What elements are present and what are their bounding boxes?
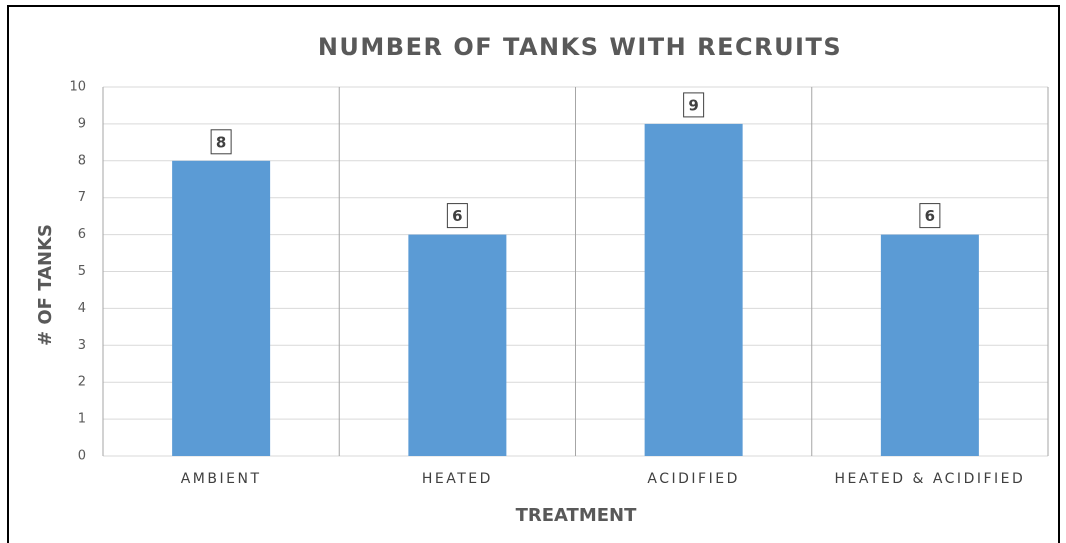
bar [408, 234, 507, 456]
y-tick-label: 5 [78, 264, 86, 279]
y-axis-label: # OF TANKS [35, 224, 56, 346]
data-label-box [210, 129, 232, 155]
y-tick-label: 3 [78, 338, 86, 353]
frame [7, 5, 1060, 543]
x-tick-label: AMBIENT [181, 471, 262, 487]
data-label: 6 [925, 207, 935, 225]
x-tick-label: HEATED & ACIDIFIED [834, 471, 1025, 487]
y-tick-label: 7 [78, 190, 86, 205]
data-label: 9 [688, 96, 698, 114]
y-tick-label: 1 [78, 412, 86, 427]
chart-title: NUMBER OF TANKS WITH RECRUITS [318, 33, 842, 61]
data-label: 6 [452, 207, 462, 225]
bar [880, 234, 979, 456]
y-tick-label: 6 [78, 227, 86, 242]
data-label: 8 [216, 133, 226, 151]
bar [644, 123, 743, 457]
y-tick-label: 0 [78, 449, 86, 464]
x-tick-label: HEATED [422, 471, 493, 487]
y-tick-label: 8 [78, 153, 86, 168]
bar [172, 160, 271, 457]
data-label-box [446, 203, 468, 229]
x-axis-label: TREATMENT [516, 505, 638, 526]
y-tick-label: 4 [78, 301, 86, 316]
y-tick-label: 2 [78, 375, 86, 390]
y-tick-label: 9 [78, 116, 86, 131]
data-label-box [683, 92, 705, 118]
data-label-box [919, 203, 941, 229]
x-tick-label: ACIDIFIED [647, 471, 739, 487]
y-tick-label: 10 [69, 80, 86, 95]
